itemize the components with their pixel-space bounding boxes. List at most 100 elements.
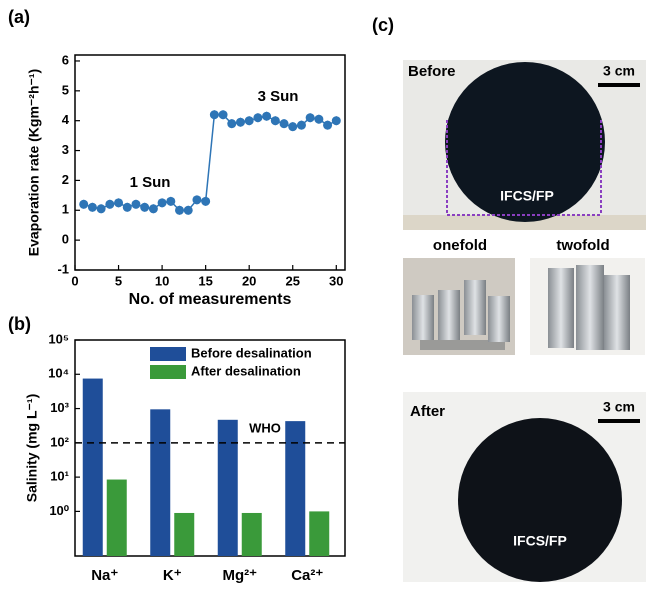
plot-frame — [74, 54, 346, 271]
y-tick-label: 4 — [62, 112, 70, 127]
weight — [548, 268, 574, 348]
bar — [309, 511, 330, 556]
data-point — [148, 204, 158, 214]
y-tick-label: 3 — [62, 142, 69, 157]
weight — [412, 295, 434, 340]
data-point — [279, 119, 289, 129]
legend-swatch — [150, 365, 186, 379]
photo-twofold — [530, 258, 645, 355]
y-tick-label: -1 — [57, 261, 69, 276]
sample-label: IFCS/FP — [513, 533, 567, 549]
plate — [420, 340, 505, 350]
data-point — [235, 117, 245, 127]
bar — [82, 378, 103, 556]
data-point — [140, 202, 150, 212]
data-point — [314, 114, 324, 124]
bar — [241, 512, 262, 556]
photo-onefold — [403, 258, 515, 355]
data-point — [131, 199, 141, 209]
legend-label: Before desalination — [191, 345, 312, 360]
bar — [150, 409, 171, 556]
sample-label: IFCS/FP — [500, 188, 554, 204]
reference-label: WHO — [249, 420, 281, 435]
data-point — [166, 196, 176, 206]
legend-swatch — [150, 347, 186, 361]
annotation: 1 Sun — [130, 174, 171, 191]
bar — [285, 421, 306, 556]
data-point — [157, 198, 167, 208]
x-tick-label: 25 — [286, 273, 300, 288]
data-point — [105, 199, 115, 209]
data-point — [192, 195, 202, 205]
data-point — [218, 110, 228, 120]
data-point — [96, 204, 106, 214]
y-tick-label: 10⁰ — [49, 503, 69, 518]
photo-before: Before 3 cm IFCS/FP — [403, 60, 646, 230]
y-tick-label: 1 — [62, 202, 69, 217]
x-tick-label: Mg²⁺ — [222, 567, 257, 584]
x-tick-label: K⁺ — [163, 567, 182, 584]
data-point — [244, 116, 254, 126]
sample-disc — [458, 418, 622, 582]
weight — [604, 275, 630, 350]
data-point — [296, 120, 306, 130]
panel-label: (b) — [8, 314, 31, 334]
y-tick-label: 10⁴ — [48, 366, 69, 381]
data-point — [323, 120, 333, 130]
annotation: 3 Sun — [258, 88, 299, 105]
data-line — [83, 113, 337, 212]
y-tick-label: 10³ — [50, 400, 69, 415]
x-axis-label: No. of measurements — [129, 291, 292, 308]
plot-frame — [74, 339, 346, 557]
x-tick-label: 5 — [115, 273, 122, 288]
data-point — [288, 122, 298, 132]
data-point — [262, 111, 272, 121]
x-tick-label: 15 — [198, 273, 212, 288]
data-point — [114, 198, 124, 208]
y-tick-label: 2 — [62, 172, 69, 187]
weight — [576, 265, 604, 350]
y-tick-label: 10² — [50, 434, 69, 449]
data-point — [305, 113, 315, 123]
data-point — [270, 116, 280, 126]
weight — [438, 290, 460, 340]
data-point — [253, 113, 263, 123]
scale-label: 3 cm — [603, 63, 635, 79]
y-axis-label: Evaporation rate (Kgm⁻²h⁻¹) — [26, 69, 42, 256]
photo-after: After 3 cm IFCS/FP — [403, 392, 646, 582]
y-tick-label: 0 — [62, 232, 69, 247]
data-point — [331, 116, 341, 126]
weight — [464, 280, 486, 335]
sample-disc — [445, 62, 605, 222]
x-tick-label: Ca²⁺ — [291, 567, 323, 584]
data-point — [79, 199, 89, 209]
bar — [174, 512, 195, 556]
y-tick-label: 10¹ — [50, 469, 69, 484]
photo-label: Before — [408, 63, 456, 80]
photo-label: twofold — [556, 237, 609, 254]
x-tick-label: 20 — [242, 273, 256, 288]
bar — [217, 419, 238, 556]
x-tick-label: Na⁺ — [91, 567, 118, 584]
data-point — [122, 202, 132, 212]
scale-label: 3 cm — [603, 399, 635, 415]
x-tick-label: 30 — [329, 273, 343, 288]
data-point — [201, 196, 211, 206]
data-point — [209, 110, 219, 120]
y-tick-label: 5 — [62, 82, 69, 97]
weight — [488, 296, 510, 342]
data-point — [183, 205, 193, 215]
y-axis-label: Salinity (mg L⁻¹) — [24, 394, 40, 503]
data-point — [175, 205, 185, 215]
photo-label: After — [410, 403, 445, 420]
ruler — [403, 215, 646, 230]
legend-label: After desalination — [191, 363, 301, 378]
y-tick-label: 6 — [62, 52, 69, 67]
bar — [106, 479, 127, 556]
data-point — [87, 202, 97, 212]
panel-label: (c) — [372, 15, 394, 35]
panel-label: (a) — [8, 7, 30, 27]
photo-label: onefold — [433, 237, 487, 254]
x-tick-label: 10 — [155, 273, 169, 288]
